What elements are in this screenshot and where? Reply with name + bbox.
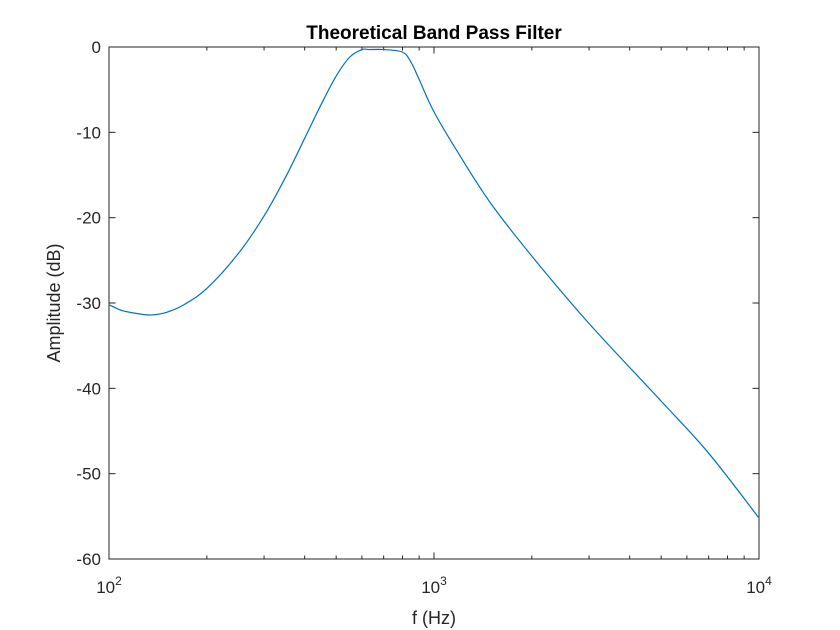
axes-box <box>108 46 760 560</box>
y-tick-label: -60 <box>76 550 101 569</box>
plot-area: 102 103 104 0 -10 -20 -30 -40 -50 -60 <box>76 38 772 597</box>
x-tick-label: 103 <box>421 574 447 597</box>
x-axis-label: f (Hz) <box>412 608 456 628</box>
y-tick-label: 0 <box>92 38 101 57</box>
y-axis: 0 -10 -20 -30 -40 -50 -60 <box>76 38 759 569</box>
y-tick-label: -10 <box>76 123 101 142</box>
y-tick-label: -40 <box>76 379 101 398</box>
series-line <box>108 48 760 519</box>
x-axis: 102 103 104 <box>96 47 772 597</box>
x-tick-label: 104 <box>746 574 772 597</box>
y-tick-label: -30 <box>76 294 101 313</box>
y-axis-label: Amplitude (dB) <box>44 243 64 362</box>
y-tick-label: -20 <box>76 209 101 228</box>
y-tick-label: -50 <box>76 465 101 484</box>
chart-title: Theoretical Band Pass Filter <box>306 23 562 44</box>
x-tick-label: 102 <box>96 574 122 597</box>
